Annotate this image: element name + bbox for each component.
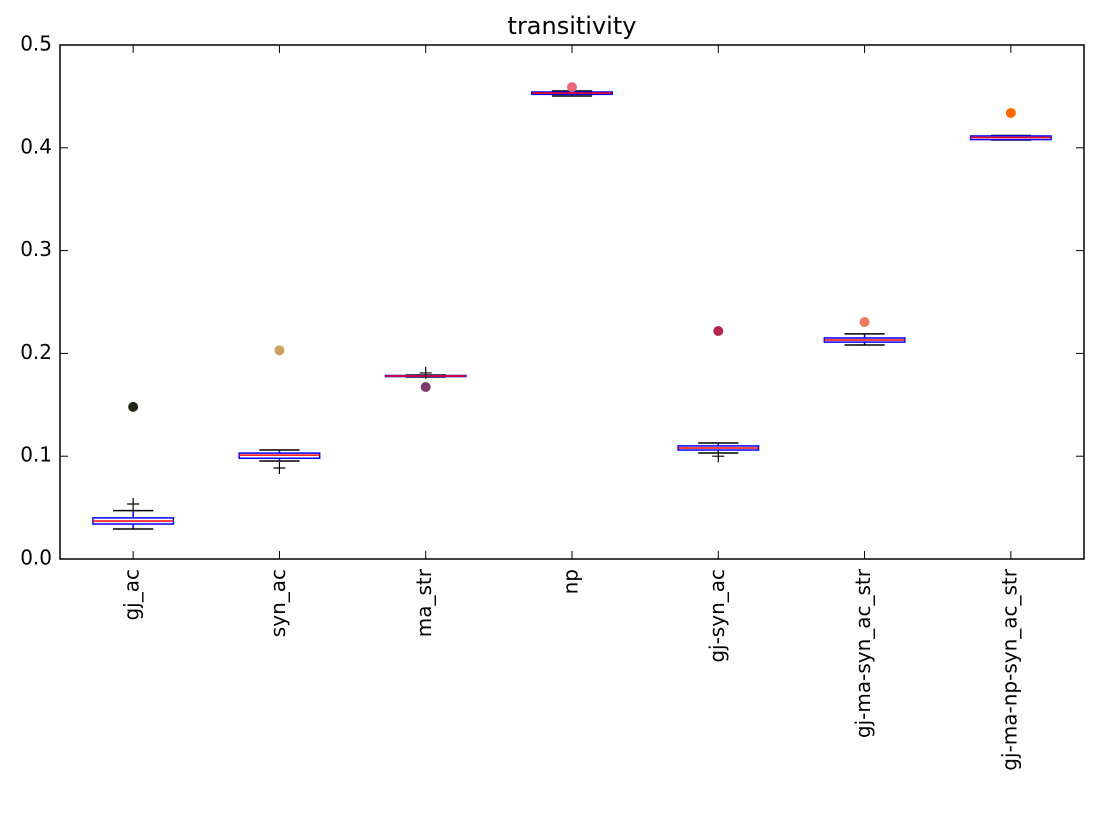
x-tick-label: syn_ac [266, 569, 290, 637]
point [859, 317, 870, 328]
x-tick-label: ma_str [412, 568, 436, 637]
plot-frame [59, 44, 1085, 560]
flier [712, 450, 725, 463]
flier [419, 366, 432, 379]
chart-title: transitivity [508, 12, 637, 40]
y-tick-label: 0.4 [20, 134, 52, 158]
y-tick-label: 0.2 [20, 340, 52, 364]
x-tick-label: np [559, 569, 583, 594]
point [274, 345, 285, 356]
point [713, 325, 724, 336]
y-tick-label: 0.1 [20, 443, 52, 467]
point [567, 82, 577, 93]
x-tick-label: gj-syn_ac [705, 569, 729, 663]
point [128, 401, 139, 412]
y-tick-label: 0.5 [20, 32, 52, 56]
y-tick-label: 0.0 [20, 546, 52, 570]
flier [273, 462, 286, 475]
point [1005, 107, 1016, 118]
y-tick-label: 0.3 [20, 237, 52, 261]
x-tick-label: gj-ma-syn_ac_str [851, 568, 875, 738]
x-tick-label: gj_ac [120, 569, 144, 621]
flier [127, 498, 140, 511]
point [420, 382, 431, 393]
x-tick-label: gj-ma-np-syn_ac_str [997, 568, 1021, 770]
